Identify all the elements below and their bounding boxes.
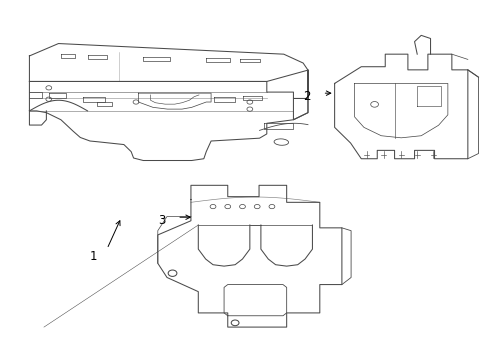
Text: 2: 2	[303, 90, 310, 103]
Text: 3: 3	[158, 214, 165, 227]
Text: 1: 1	[90, 250, 97, 263]
